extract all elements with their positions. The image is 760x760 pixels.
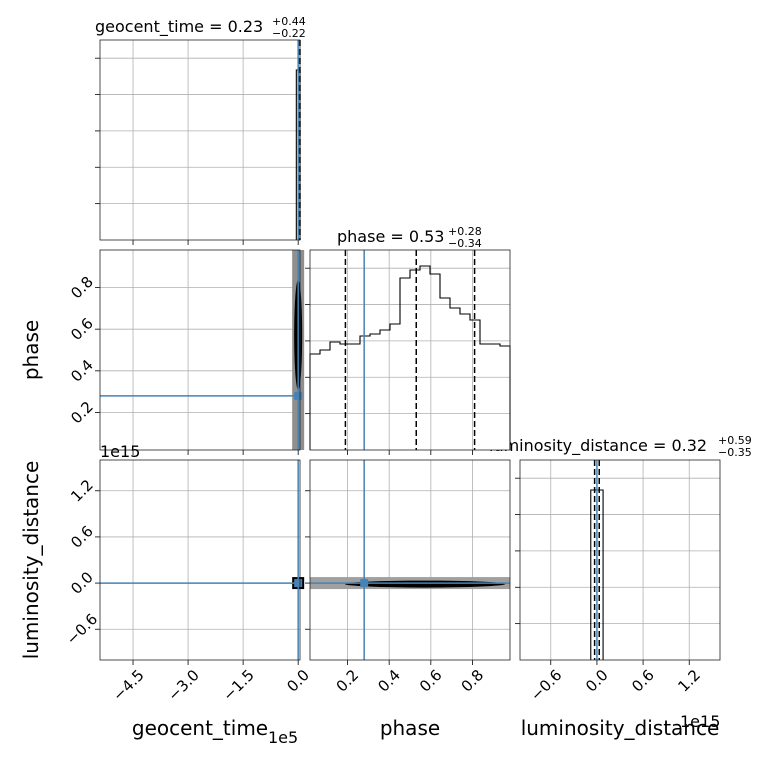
phase-xticklabel-1: 0.4 [374,666,404,696]
phase-xticklabel-2: 0.6 [416,666,446,696]
p10-frame [99,249,301,451]
offset-geocent-time-x: 1e5 [268,728,298,747]
offset-luminosity-distance-x: 1e15 [680,712,720,731]
panel-luminosity-distance-hist-bg [520,460,720,660]
geocent-xticklabel-2: −1.5 [219,666,257,704]
title-luminosity-distance-minus: −0.35 [718,446,752,459]
lumdist-yticklabel-3: 1.2 [67,476,97,506]
geocent-xticklabel-0: −4.5 [109,666,147,704]
offset-luminosity-distance-y: 1e15 [100,442,140,461]
panel-phase-vs-geocent-time [95,249,305,455]
panel-geocent-time-hist [95,39,301,245]
panel-phase-hist-bg [310,250,510,450]
lumdist-xticklabel-1: 0.0 [582,666,612,696]
lumdist-yticklabel-1: 0.0 [67,568,97,598]
geocent-xticklabel-3: 0.0 [283,666,313,696]
lumdist-xticklabel-2: 0.6 [628,666,658,696]
p21-truth-marker [360,579,369,588]
lumdist-xticklabel-3: 1.2 [674,666,704,696]
lumdist-yticklabel-2: 0.6 [67,522,97,552]
phase-xticklabel-3: 0.8 [458,666,488,696]
title-phase: phase = 0.53 [337,227,444,246]
panel-luminosity-distance-vs-phase-bg [310,460,510,660]
panel-luminosity-distance-vs-geocent-time-bg [100,460,300,660]
phase-yticklabel-2: 0.6 [67,314,97,344]
phase-yticklabel-0: 0.2 [67,398,97,428]
geocent-hist-frame [99,39,301,241]
xlabel-luminosity-distance: luminosity_distance [521,716,720,740]
p21-frame [309,459,511,661]
title-geocent-time: geocent_time = 0.23 [95,17,263,37]
panels: −4.5 −3.0 −1.5 0.0 0.2 0.4 0.6 0.8 −0.6 0.0 0.6 1.2… [63,39,721,705]
title-phase-plus: +0.28 [448,225,482,238]
xlabel-geocent-time: geocent_time [132,716,268,740]
p10-truth-marker [294,391,303,400]
lumdist-xticklabel-0: −0.6 [527,666,565,704]
panel-phase-vs-geocent-time-bg [100,250,300,450]
panel-luminosity-distance-hist [515,459,721,665]
p20-frame [99,459,301,661]
panel-luminosity-distance-vs-geocent-time [95,459,305,665]
p21-density-core [345,580,505,588]
panel-geocent-time-hist-bg [100,40,300,240]
phase-yticklabel-1: 0.4 [67,356,97,386]
phase-hist-frame [309,249,511,451]
title-luminosity-distance-plus: +0.59 [718,434,752,447]
title-phase-minus: −0.34 [448,237,482,250]
title-geocent-time-minus: −0.22 [272,27,306,40]
phase-yticklabel-3: 0.8 [67,273,97,303]
ylabel-luminosity-distance: luminosity_distance [19,461,43,660]
panel-luminosity-distance-vs-phase [305,459,511,665]
title-luminosity-distance: luminosity_distance = 0.32 [489,436,707,456]
phase-xticklabel-0: 0.2 [333,666,363,696]
ylabel-phase: phase [19,320,43,380]
xlabel-phase: phase [380,716,440,740]
geocent-xticklabel-1: −3.0 [164,666,202,704]
lum-hist-frame [519,459,721,661]
p20-truth-marker [294,579,303,588]
phase-hist [309,265,511,450]
title-geocent-time-plus: +0.44 [272,15,306,28]
panel-phase-hist [305,249,511,455]
